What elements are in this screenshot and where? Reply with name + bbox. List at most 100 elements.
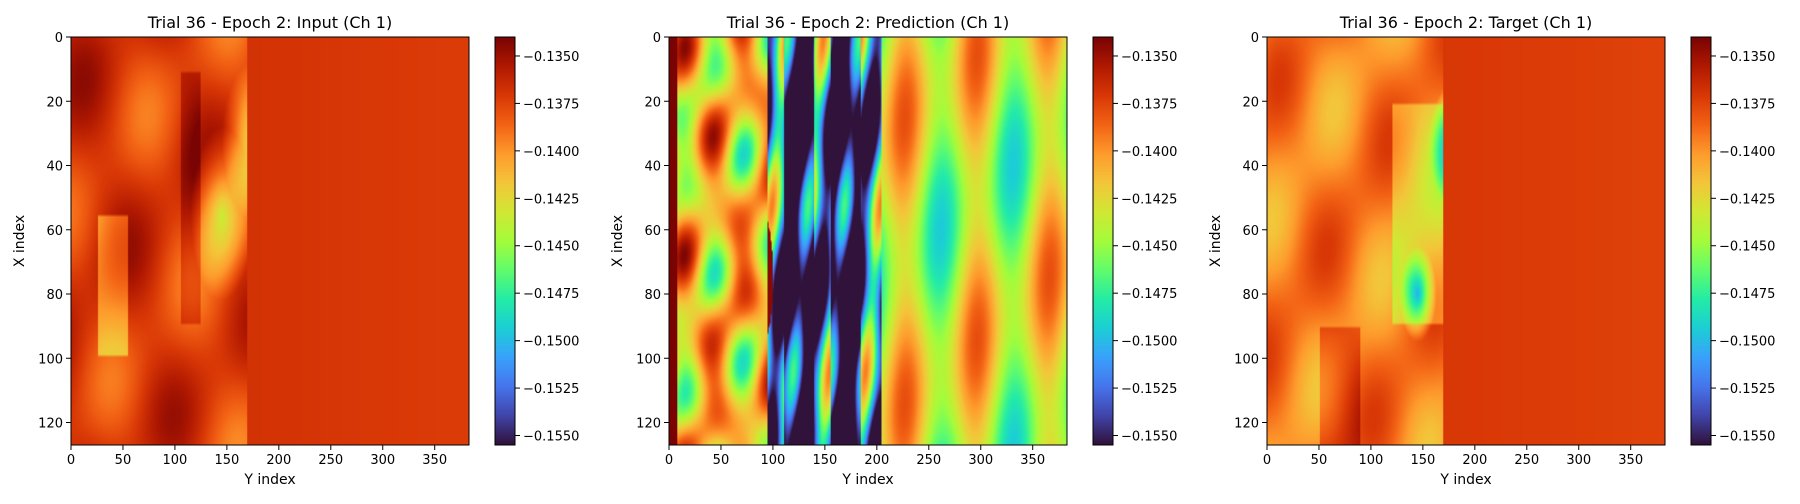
- colorbar-tick-label: −0.1475: [523, 287, 579, 302]
- colorbar-tick-label: −0.1500: [1719, 335, 1775, 350]
- y-tick-label: 20: [1242, 95, 1259, 110]
- heatmap-image-target: [1267, 37, 1665, 445]
- y-tick-label: 40: [644, 160, 661, 175]
- colorbar-tick-label: −0.1475: [1121, 287, 1177, 302]
- y-tick-label: 40: [1242, 160, 1259, 175]
- x-tick-label: 100: [163, 453, 188, 468]
- y-tick-label: 100: [38, 352, 63, 367]
- colorbar-gradient: [1691, 37, 1711, 445]
- y-tick-label: 0: [55, 31, 63, 46]
- x-tick-label: 300: [968, 453, 993, 468]
- colorbar-tick-label: −0.1550: [1719, 430, 1775, 445]
- x-tick-label: 0: [665, 453, 673, 468]
- colorbar-input: −0.1350 −0.1375 −0.1400 −0.1425 −0.1450 −0.14…: [494, 36, 579, 446]
- colorbar-tick-label: −0.1450: [1719, 240, 1775, 255]
- y-tick-label: 100: [636, 352, 661, 367]
- panel-prediction: Trial 36 - Epoch 2: Prediction (Ch 1) 0 50…: [610, 13, 1177, 488]
- colorbar-tick-label: −0.1550: [1121, 430, 1177, 445]
- x-tick-label: 150: [214, 453, 239, 468]
- y-tick-label: 60: [1242, 224, 1259, 239]
- y-tick-label: 0: [1251, 31, 1259, 46]
- colorbar-tick-label: −0.1475: [1719, 287, 1775, 302]
- x-axis-label: Y index: [841, 472, 893, 488]
- y-tick-label: 60: [46, 224, 63, 239]
- heatmap-image-prediction: [669, 37, 1067, 445]
- colorbar-target: −0.1350 −0.1375 −0.1400 −0.1425 −0.1450 −0.14…: [1690, 36, 1775, 446]
- colorbar-tick-label: −0.1525: [1121, 382, 1177, 397]
- colorbar-tick-label: −0.1500: [1121, 335, 1177, 350]
- y-tick-label: 100: [1234, 352, 1259, 367]
- y-tick-label: 120: [38, 417, 63, 432]
- colorbar-tick-label: −0.1425: [1719, 192, 1775, 207]
- x-tick-label: 150: [812, 453, 837, 468]
- colorbar-tick-label: −0.1425: [1121, 192, 1177, 207]
- x-tick-label: 350: [422, 453, 447, 468]
- x-tick-label: 300: [1566, 453, 1591, 468]
- colorbar-frame: [494, 36, 516, 446]
- colorbar-tick-label: −0.1500: [523, 335, 579, 350]
- y-axis-label: X index: [610, 215, 626, 267]
- colorbar-tick-label: −0.1375: [1121, 97, 1177, 112]
- y-tick-label: 0: [653, 31, 661, 46]
- axes-frame: [70, 36, 470, 446]
- colorbar-tick-label: −0.1350: [1121, 50, 1177, 65]
- panel-title: Trial 36 - Epoch 2: Target (Ch 1): [1339, 13, 1592, 32]
- y-tick-label: 80: [1242, 288, 1259, 303]
- y-tick-label: 80: [644, 288, 661, 303]
- colorbar-tick-label: −0.1525: [1719, 382, 1775, 397]
- colorbar-tick-label: −0.1425: [523, 192, 579, 207]
- x-tick-label: 50: [1311, 453, 1328, 468]
- y-axis-label: X index: [12, 215, 28, 267]
- x-tick-label: 350: [1020, 453, 1045, 468]
- y-tick-label: 80: [46, 288, 63, 303]
- colorbar-tick-label: −0.1400: [523, 145, 579, 160]
- y-tick-label: 40: [46, 160, 63, 175]
- y-tick-label: 120: [1234, 417, 1259, 432]
- x-tick-label: 150: [1410, 453, 1435, 468]
- x-axis-label: Y index: [243, 472, 295, 488]
- colorbar-tick-label: −0.1350: [1719, 50, 1775, 65]
- colorbar-tick-label: −0.1525: [523, 382, 579, 397]
- y-tick-label: 20: [46, 95, 63, 110]
- y-tick-label: 60: [644, 224, 661, 239]
- x-tick-label: 0: [67, 453, 75, 468]
- x-tick-label: 350: [1618, 453, 1643, 468]
- colorbar-tick-label: −0.1400: [1719, 145, 1775, 160]
- x-tick-label: 200: [864, 453, 889, 468]
- colorbar-tick-label: −0.1375: [523, 97, 579, 112]
- x-axis-label: Y index: [1439, 472, 1491, 488]
- x-tick-label: 250: [916, 453, 941, 468]
- heatmap-image-input: [71, 37, 469, 445]
- colorbar-tick-label: −0.1450: [1121, 240, 1177, 255]
- colorbar-tick-label: −0.1375: [1719, 97, 1775, 112]
- colorbar-gradient: [1093, 37, 1113, 445]
- panel-input: Trial 36 - Epoch 2: Input (Ch 1) 0 50 100 15…: [12, 13, 579, 488]
- panel-title: Trial 36 - Epoch 2: Prediction (Ch 1): [726, 13, 1009, 32]
- colorbar-frame: [1690, 36, 1712, 446]
- panel-target: Trial 36 - Epoch 2: Target (Ch 1) 0 50 100 1…: [1208, 13, 1775, 488]
- y-tick-label: 20: [644, 95, 661, 110]
- colorbar-frame: [1092, 36, 1114, 446]
- x-tick-label: 100: [761, 453, 786, 468]
- axes-frame: [1266, 36, 1666, 446]
- x-tick-label: 50: [713, 453, 730, 468]
- x-tick-label: 250: [318, 453, 343, 468]
- x-tick-label: 100: [1359, 453, 1384, 468]
- colorbar-tick-label: −0.1350: [523, 50, 579, 65]
- colorbar-gradient: [495, 37, 515, 445]
- colorbar-tick-label: −0.1400: [1121, 145, 1177, 160]
- colorbar-tick-label: −0.1550: [523, 430, 579, 445]
- colorbar-prediction: −0.1350 −0.1375 −0.1400 −0.1425 −0.1450 −0.14…: [1092, 36, 1177, 446]
- y-axis-label: X index: [1208, 215, 1224, 267]
- colorbar-tick-label: −0.1450: [523, 240, 579, 255]
- panel-title: Trial 36 - Epoch 2: Input (Ch 1): [147, 13, 392, 32]
- x-tick-label: 50: [115, 453, 132, 468]
- x-tick-label: 200: [266, 453, 291, 468]
- x-tick-label: 250: [1514, 453, 1539, 468]
- x-tick-label: 0: [1263, 453, 1271, 468]
- x-tick-label: 200: [1462, 453, 1487, 468]
- x-tick-label: 300: [370, 453, 395, 468]
- axes-frame: [668, 36, 1068, 446]
